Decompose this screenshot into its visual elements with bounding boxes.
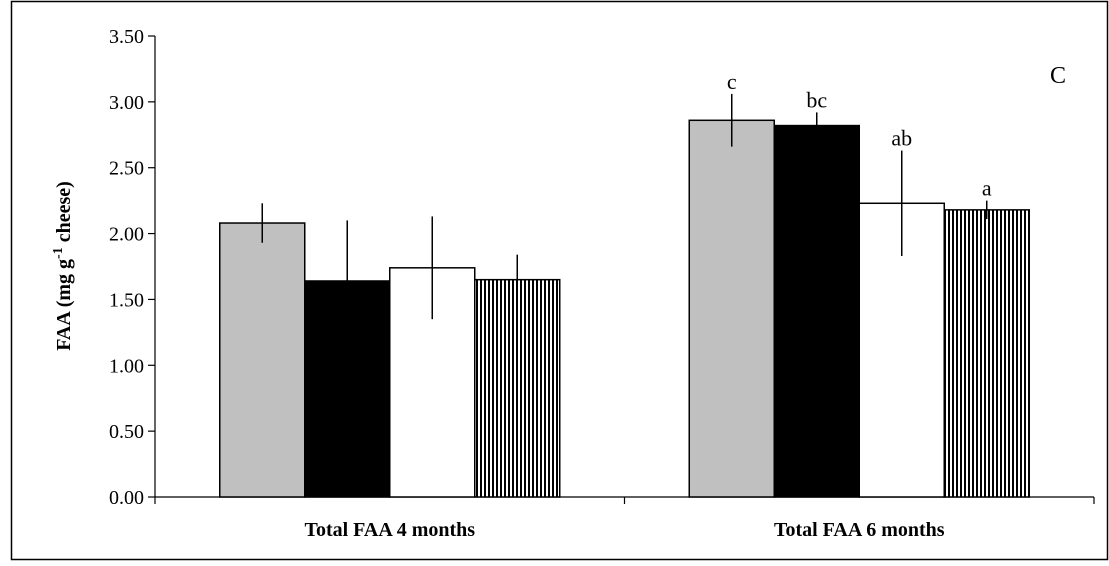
x-category-label: Total FAA 4 months (304, 519, 475, 541)
y-tick-label: 2.50 (109, 158, 144, 180)
y-axis-title: FAA (mg g-1 cheese) (51, 181, 75, 351)
y-axis-title-unit: cheese) (53, 181, 75, 247)
y-tick-label: 3.50 (109, 26, 144, 48)
bar (219, 222, 306, 498)
bar (773, 124, 860, 498)
significance-label: a (982, 176, 992, 201)
bar (943, 209, 1030, 498)
y-tick-label: 0.00 (109, 487, 144, 509)
bar (474, 278, 561, 498)
bar (688, 119, 775, 498)
y-axis-title-main: FAA (mg g (53, 259, 75, 351)
y-axis-title-superscript: -1 (51, 247, 66, 259)
y-tick-label: 1.00 (109, 355, 144, 377)
y-tick-label: 2.00 (109, 224, 144, 246)
x-category-label: Total FAA 6 months (774, 519, 945, 541)
significance-label: bc (806, 87, 827, 112)
y-tick-label: 3.00 (109, 92, 144, 114)
y-tick-label: 0.50 (109, 421, 144, 443)
significance-label: ab (891, 126, 912, 151)
y-tick-label: 1.50 (109, 289, 144, 311)
bar (389, 267, 476, 498)
chart-frame (10, 0, 1109, 561)
panel-label: C (1050, 63, 1066, 89)
significance-label: c (727, 69, 737, 94)
